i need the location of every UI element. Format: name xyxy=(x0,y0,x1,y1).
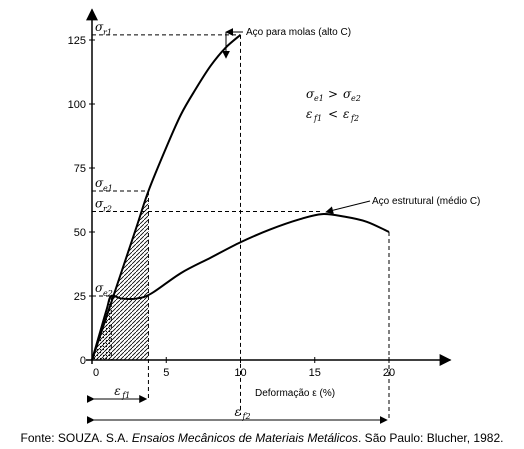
callout-line-structural-steel xyxy=(325,200,371,215)
relation-epsilon-b: ε xyxy=(343,107,349,121)
y-tick-group: 0 25 50 75 100 125 xyxy=(68,35,95,367)
relation-sigma-a-sub: e1 xyxy=(314,94,324,103)
series-spring-steel-line xyxy=(91,34,242,361)
label-sigma-e2: σ xyxy=(95,281,104,295)
x-tick-label: 0 xyxy=(93,367,99,379)
series-structural-steel-line xyxy=(91,213,390,361)
source-title: Ensaios Mecânicos de Materiais Metálicos xyxy=(131,431,359,445)
dim-eps-f1-label: ε xyxy=(114,384,120,398)
dashed-guide-lines xyxy=(92,34,390,420)
dim-eps-f2-sub: f2 xyxy=(242,412,251,421)
series-label-spring-steel: Aço para molas (alto C) xyxy=(246,27,351,38)
label-sigma-r2: σ xyxy=(95,197,104,211)
relation-sigma-op: > xyxy=(328,87,338,101)
relation-sigma-b: σ xyxy=(343,87,352,101)
label-sigma-r2-sub: r2 xyxy=(103,205,112,214)
source-suffix: . São Paulo: Blucher, 1982. xyxy=(358,431,504,445)
y-tick-label: 125 xyxy=(68,35,86,47)
relation-block: σ e1 > σ e2ε f1 < ε f2 xyxy=(306,87,361,123)
series-label-structural-steel: Aço estrutural (médio C) xyxy=(372,196,480,207)
elongation-dimensions: ε f1ε f2 xyxy=(86,384,388,424)
label-sigma-r1-sub: r1 xyxy=(103,28,112,37)
label-sigma-e2-sub: e2 xyxy=(103,289,113,298)
relation-sigma-b-sub: e2 xyxy=(351,94,361,103)
dim-eps-f1-sub: f1 xyxy=(121,391,130,400)
y-tick-label: 25 xyxy=(74,291,86,303)
y-tick-label: 0 xyxy=(80,355,86,367)
dim-eps-f2-label: ε xyxy=(235,405,241,419)
relation-epsilon-a: ε xyxy=(306,107,312,121)
x-tick-label: 15 xyxy=(309,367,321,379)
x-axis-label: Deformação ε (%) xyxy=(255,388,335,399)
relation-epsilon-a-sub: f1 xyxy=(313,114,322,123)
relation-sigma-a: σ xyxy=(306,87,315,101)
x-tick-label: 5 xyxy=(163,367,169,379)
source-prefix: Fonte: SOUZA. S.A. xyxy=(20,431,132,445)
label-sigma-e1-sub: e1 xyxy=(103,184,113,193)
label-sigma-e1: σ xyxy=(95,176,104,190)
y-tick-label: 100 xyxy=(68,99,86,111)
relation-epsilon-op: < xyxy=(328,107,338,121)
label-sigma-r1: σ xyxy=(95,20,104,34)
relation-epsilon-b-sub: f2 xyxy=(350,114,359,123)
y-tick-label: 50 xyxy=(74,227,86,239)
y-tick-label: 75 xyxy=(74,163,86,175)
stress-level-labels: σ r1σ e1σ r2σ e2 xyxy=(95,20,113,298)
source-caption: Fonte: SOUZA. S.A. Ensaios Mecânicos de … xyxy=(0,431,524,445)
